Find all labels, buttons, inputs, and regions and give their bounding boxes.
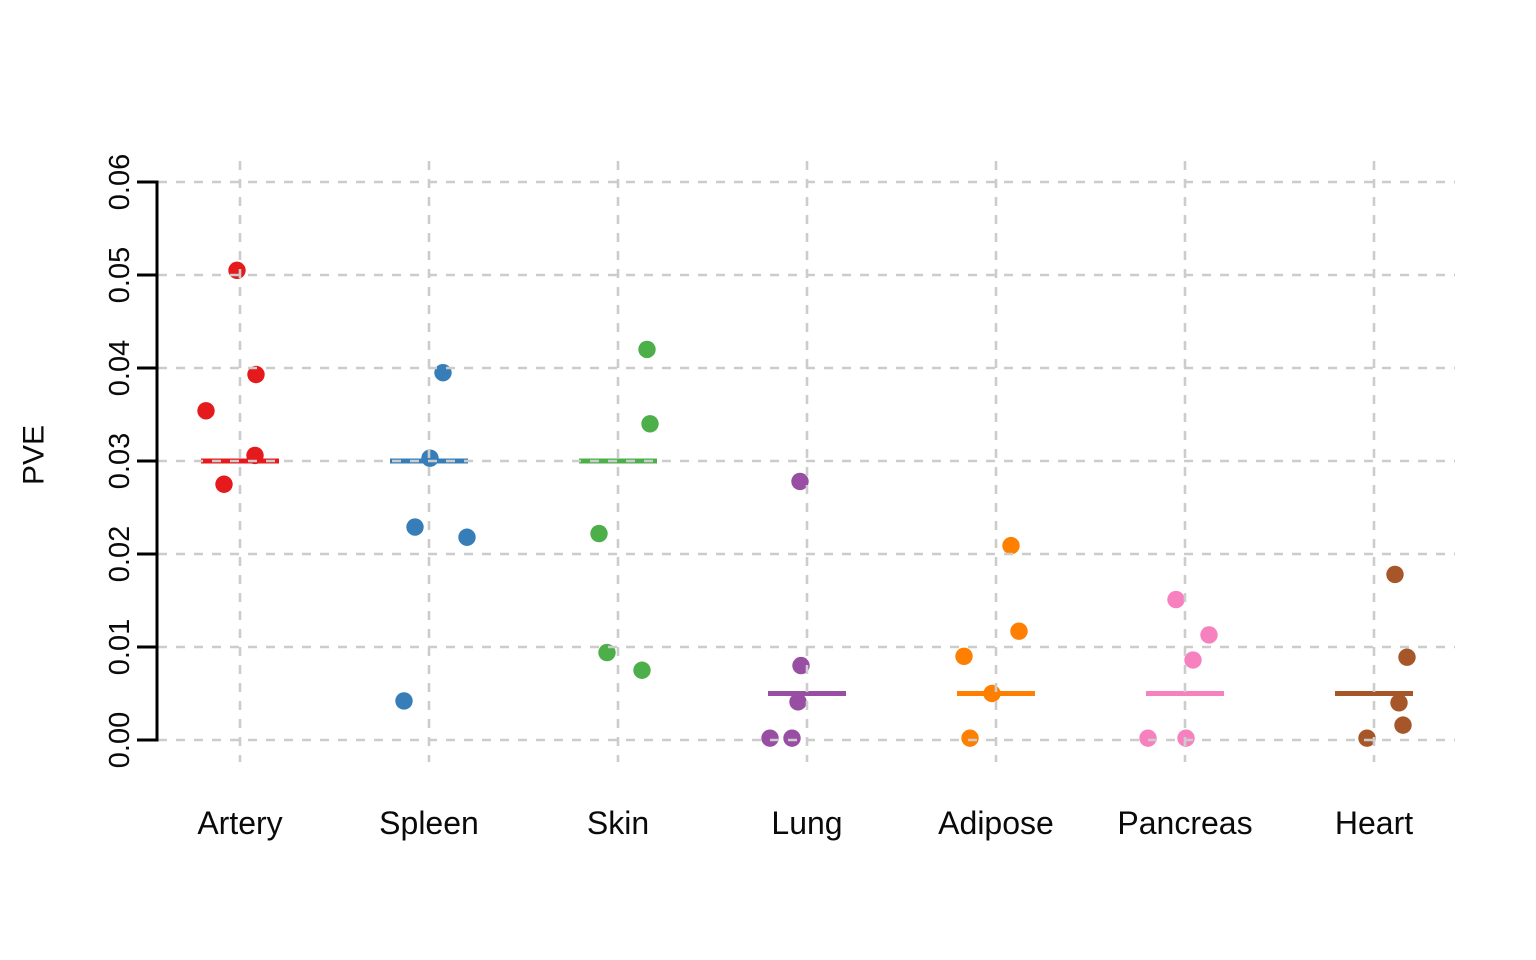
heart-data-point bbox=[1358, 729, 1376, 747]
pancreas-data-point bbox=[1184, 651, 1202, 669]
y-tick-label: 0.06 bbox=[104, 154, 136, 210]
x-category-label-spleen: Spleen bbox=[379, 805, 479, 841]
skin-data-point bbox=[638, 340, 656, 359]
adipose-data-point bbox=[961, 729, 979, 747]
y-tick-label: 0.05 bbox=[104, 247, 136, 303]
pancreas-data-point bbox=[1200, 626, 1218, 644]
artery-data-point bbox=[215, 475, 233, 493]
skin-data-point bbox=[641, 415, 659, 433]
heart-data-point bbox=[1386, 565, 1404, 584]
spleen-data-point bbox=[395, 692, 413, 710]
adipose-data-point bbox=[955, 647, 973, 665]
artery-data-point bbox=[228, 261, 246, 280]
spleen-data-point bbox=[434, 363, 452, 382]
x-category-label-lung: Lung bbox=[771, 805, 842, 841]
y-tick-label: 0.02 bbox=[104, 526, 136, 582]
x-category-label-skin: Skin bbox=[587, 805, 649, 841]
y-tick-label: 0.04 bbox=[104, 340, 136, 396]
skin-data-point bbox=[633, 661, 651, 679]
artery-data-point bbox=[247, 365, 265, 384]
y-tick-label: 0.00 bbox=[104, 712, 136, 768]
artery-data-point bbox=[197, 402, 215, 420]
heart-data-point bbox=[1398, 648, 1416, 666]
pancreas-data-point bbox=[1167, 590, 1185, 609]
adipose-data-point bbox=[1010, 622, 1028, 640]
lung-data-point bbox=[783, 729, 801, 747]
x-category-label-heart: Heart bbox=[1335, 805, 1413, 841]
lung-data-point bbox=[791, 472, 809, 491]
spleen-data-point bbox=[458, 528, 476, 546]
heart-data-point bbox=[1394, 716, 1412, 734]
x-category-label-pancreas: Pancreas bbox=[1117, 805, 1252, 841]
lung-data-point bbox=[789, 693, 807, 711]
spleen-data-point bbox=[406, 518, 424, 536]
adipose-data-point bbox=[1002, 536, 1020, 555]
x-category-label-adipose: Adipose bbox=[938, 805, 1054, 841]
skin-data-point bbox=[590, 524, 608, 543]
y-axis-title: PVE bbox=[18, 425, 51, 485]
y-tick-label: 0.03 bbox=[104, 433, 136, 489]
heart-data-point bbox=[1390, 694, 1408, 712]
y-tick-label: 0.01 bbox=[104, 619, 136, 675]
lung-data-point bbox=[792, 656, 810, 675]
lung-data-point bbox=[761, 729, 779, 747]
x-category-label-artery: Artery bbox=[197, 805, 282, 841]
pancreas-data-point bbox=[1139, 729, 1157, 747]
